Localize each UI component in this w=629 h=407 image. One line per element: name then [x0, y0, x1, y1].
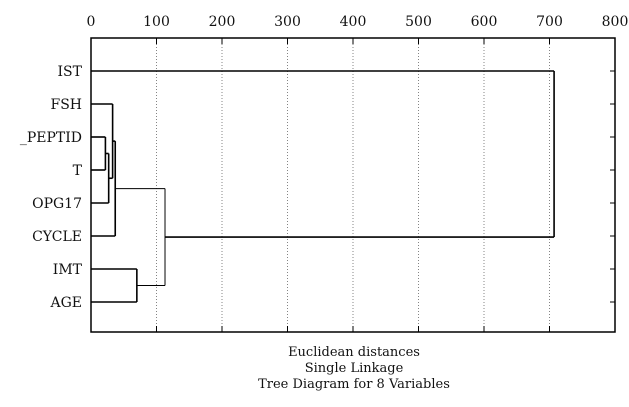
leaf-label: OPG17: [32, 196, 82, 212]
x-tick-label: 400: [340, 14, 367, 30]
dendrogram-links: [91, 70, 555, 303]
leaf-label: IMT: [53, 262, 83, 278]
x-tick-label: 700: [536, 14, 563, 30]
leaf-label: IST: [58, 64, 83, 80]
grid-lines: [156, 38, 550, 332]
leaf-label: T: [73, 163, 83, 179]
plot-frame: [90, 37, 616, 333]
x-tick-label: 800: [602, 14, 629, 30]
leaf-label: _PEPTID: [20, 130, 82, 146]
x-tick-label: 500: [405, 14, 432, 30]
chart-subtitle: Single Linkage: [304, 361, 404, 376]
x-tick-label: 0: [87, 14, 96, 30]
x-tick-label: 100: [143, 14, 170, 30]
x-axis-label: Euclidean distances: [288, 345, 420, 360]
chart-title: Tree Diagram for 8 Variables: [258, 377, 450, 392]
x-tick-label: 300: [274, 14, 301, 30]
x-tick-labels: 0 100 200 300 400 500 600 700 800: [87, 14, 629, 30]
x-tick-label: 200: [209, 14, 236, 30]
leaf-label: CYCLE: [32, 229, 82, 245]
leaf-label: AGE: [49, 295, 82, 311]
leaf-label: FSH: [50, 97, 82, 113]
x-tick-label: 600: [471, 14, 498, 30]
leaf-labels: IST FSH _PEPTID T OPG17 CYCLE IMT AGE: [20, 64, 83, 311]
